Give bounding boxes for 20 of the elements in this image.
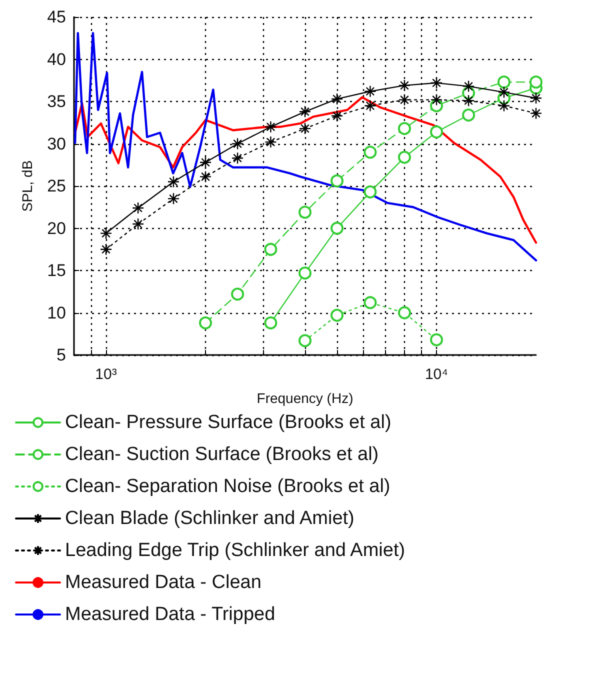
legend-label: Measured Data - Tripped	[65, 604, 276, 625]
y-tick-label: 20	[47, 218, 66, 238]
y-tick-label: 25	[47, 176, 66, 196]
y-tick-label: 30	[47, 134, 66, 154]
x-axis-title: Frequency (Hz)	[256, 390, 354, 406]
x-tick-label: 10⁴	[424, 366, 448, 383]
y-tick-label: 35	[47, 92, 66, 111]
y-tick-label: 5	[56, 346, 66, 364]
legend-label: Measured Data - Clean	[65, 572, 262, 593]
x-tick-label: 10³	[95, 366, 117, 383]
legend-label: Clean- Separation Noise (Brooks et al)	[65, 476, 390, 497]
y-axis-title: SPL, dB	[19, 160, 35, 212]
y-tick-label: 40	[47, 50, 66, 69]
legend-label: Leading Edge Trip (Schlinker and Amiet)	[65, 540, 406, 561]
y-tick-label: 45	[47, 8, 66, 26]
y-tick-label: 15	[47, 261, 66, 280]
legend-label: Clean Blade (Schlinker and Amiet)	[65, 508, 354, 529]
y-tick-label: 10	[47, 303, 66, 322]
legend-label: Clean- Pressure Surface (Brooks et al)	[65, 412, 392, 433]
legend-label: Clean- Suction Surface (Brooks et al)	[65, 444, 379, 465]
